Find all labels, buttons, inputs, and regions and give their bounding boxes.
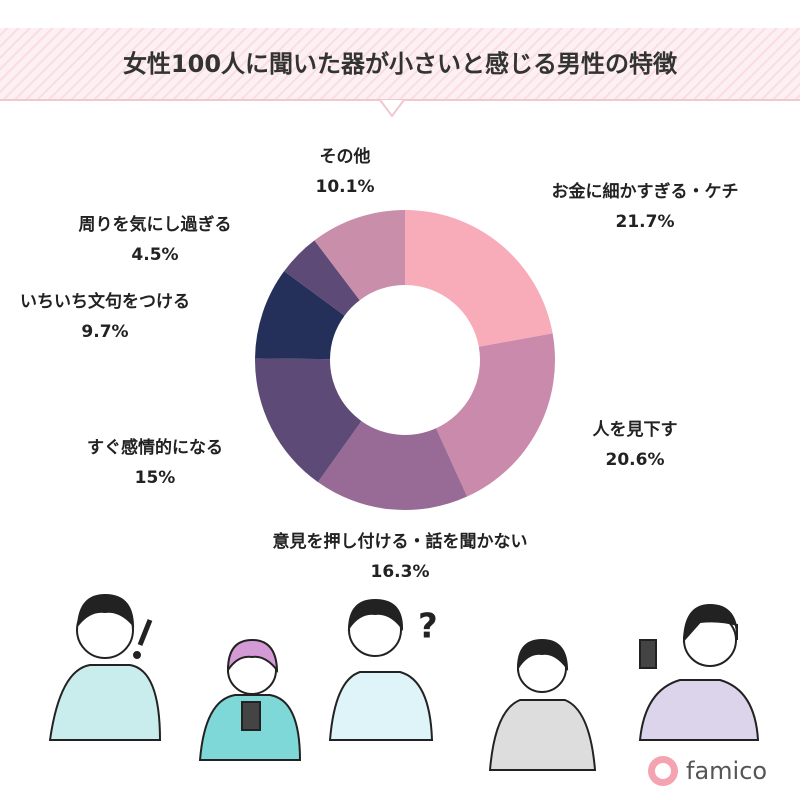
slice <box>255 271 345 360</box>
category-label: 意見を押し付ける・話を聞かない <box>273 531 528 552</box>
value-label: 9.7% <box>81 322 128 342</box>
slice <box>284 240 360 316</box>
value-label: 20.6% <box>606 450 665 470</box>
labels: お金に細かすぎる・ケチ 21.7% 人を見下す 20.6% 意見を押し付ける・話を聞かな… <box>20 146 739 582</box>
value-label: 21.7% <box>616 212 675 232</box>
logo-text: famico <box>686 757 767 785</box>
category-label: 人を見下す <box>593 420 678 440</box>
value-label: 15% <box>135 468 176 488</box>
header-band <box>0 28 800 100</box>
value-label: 4.5% <box>131 245 178 265</box>
svg-text:?: ? <box>418 607 438 647</box>
category-label: すぐ感情的になる <box>87 437 223 458</box>
slice <box>255 358 362 483</box>
slice <box>405 210 553 347</box>
slice <box>314 210 405 301</box>
value-label: 16.3% <box>371 562 430 582</box>
illustrations: ? <box>48 593 760 771</box>
logo-icon-inner <box>655 763 671 779</box>
donut <box>255 210 555 511</box>
category-label: その他 <box>320 146 371 167</box>
slice <box>436 333 555 497</box>
category-label: 周りを気にし過ぎる <box>79 214 232 235</box>
category-label: お金に細かすぎる・ケチ <box>552 181 739 202</box>
slice <box>317 421 468 511</box>
header-pointer <box>379 99 405 118</box>
category-label: いちいち文句をつける <box>20 291 190 312</box>
chart-title: 女性100人に聞いた器が小さいと感じる男性の特徴 <box>123 50 678 78</box>
value-label: 10.1% <box>316 177 375 197</box>
